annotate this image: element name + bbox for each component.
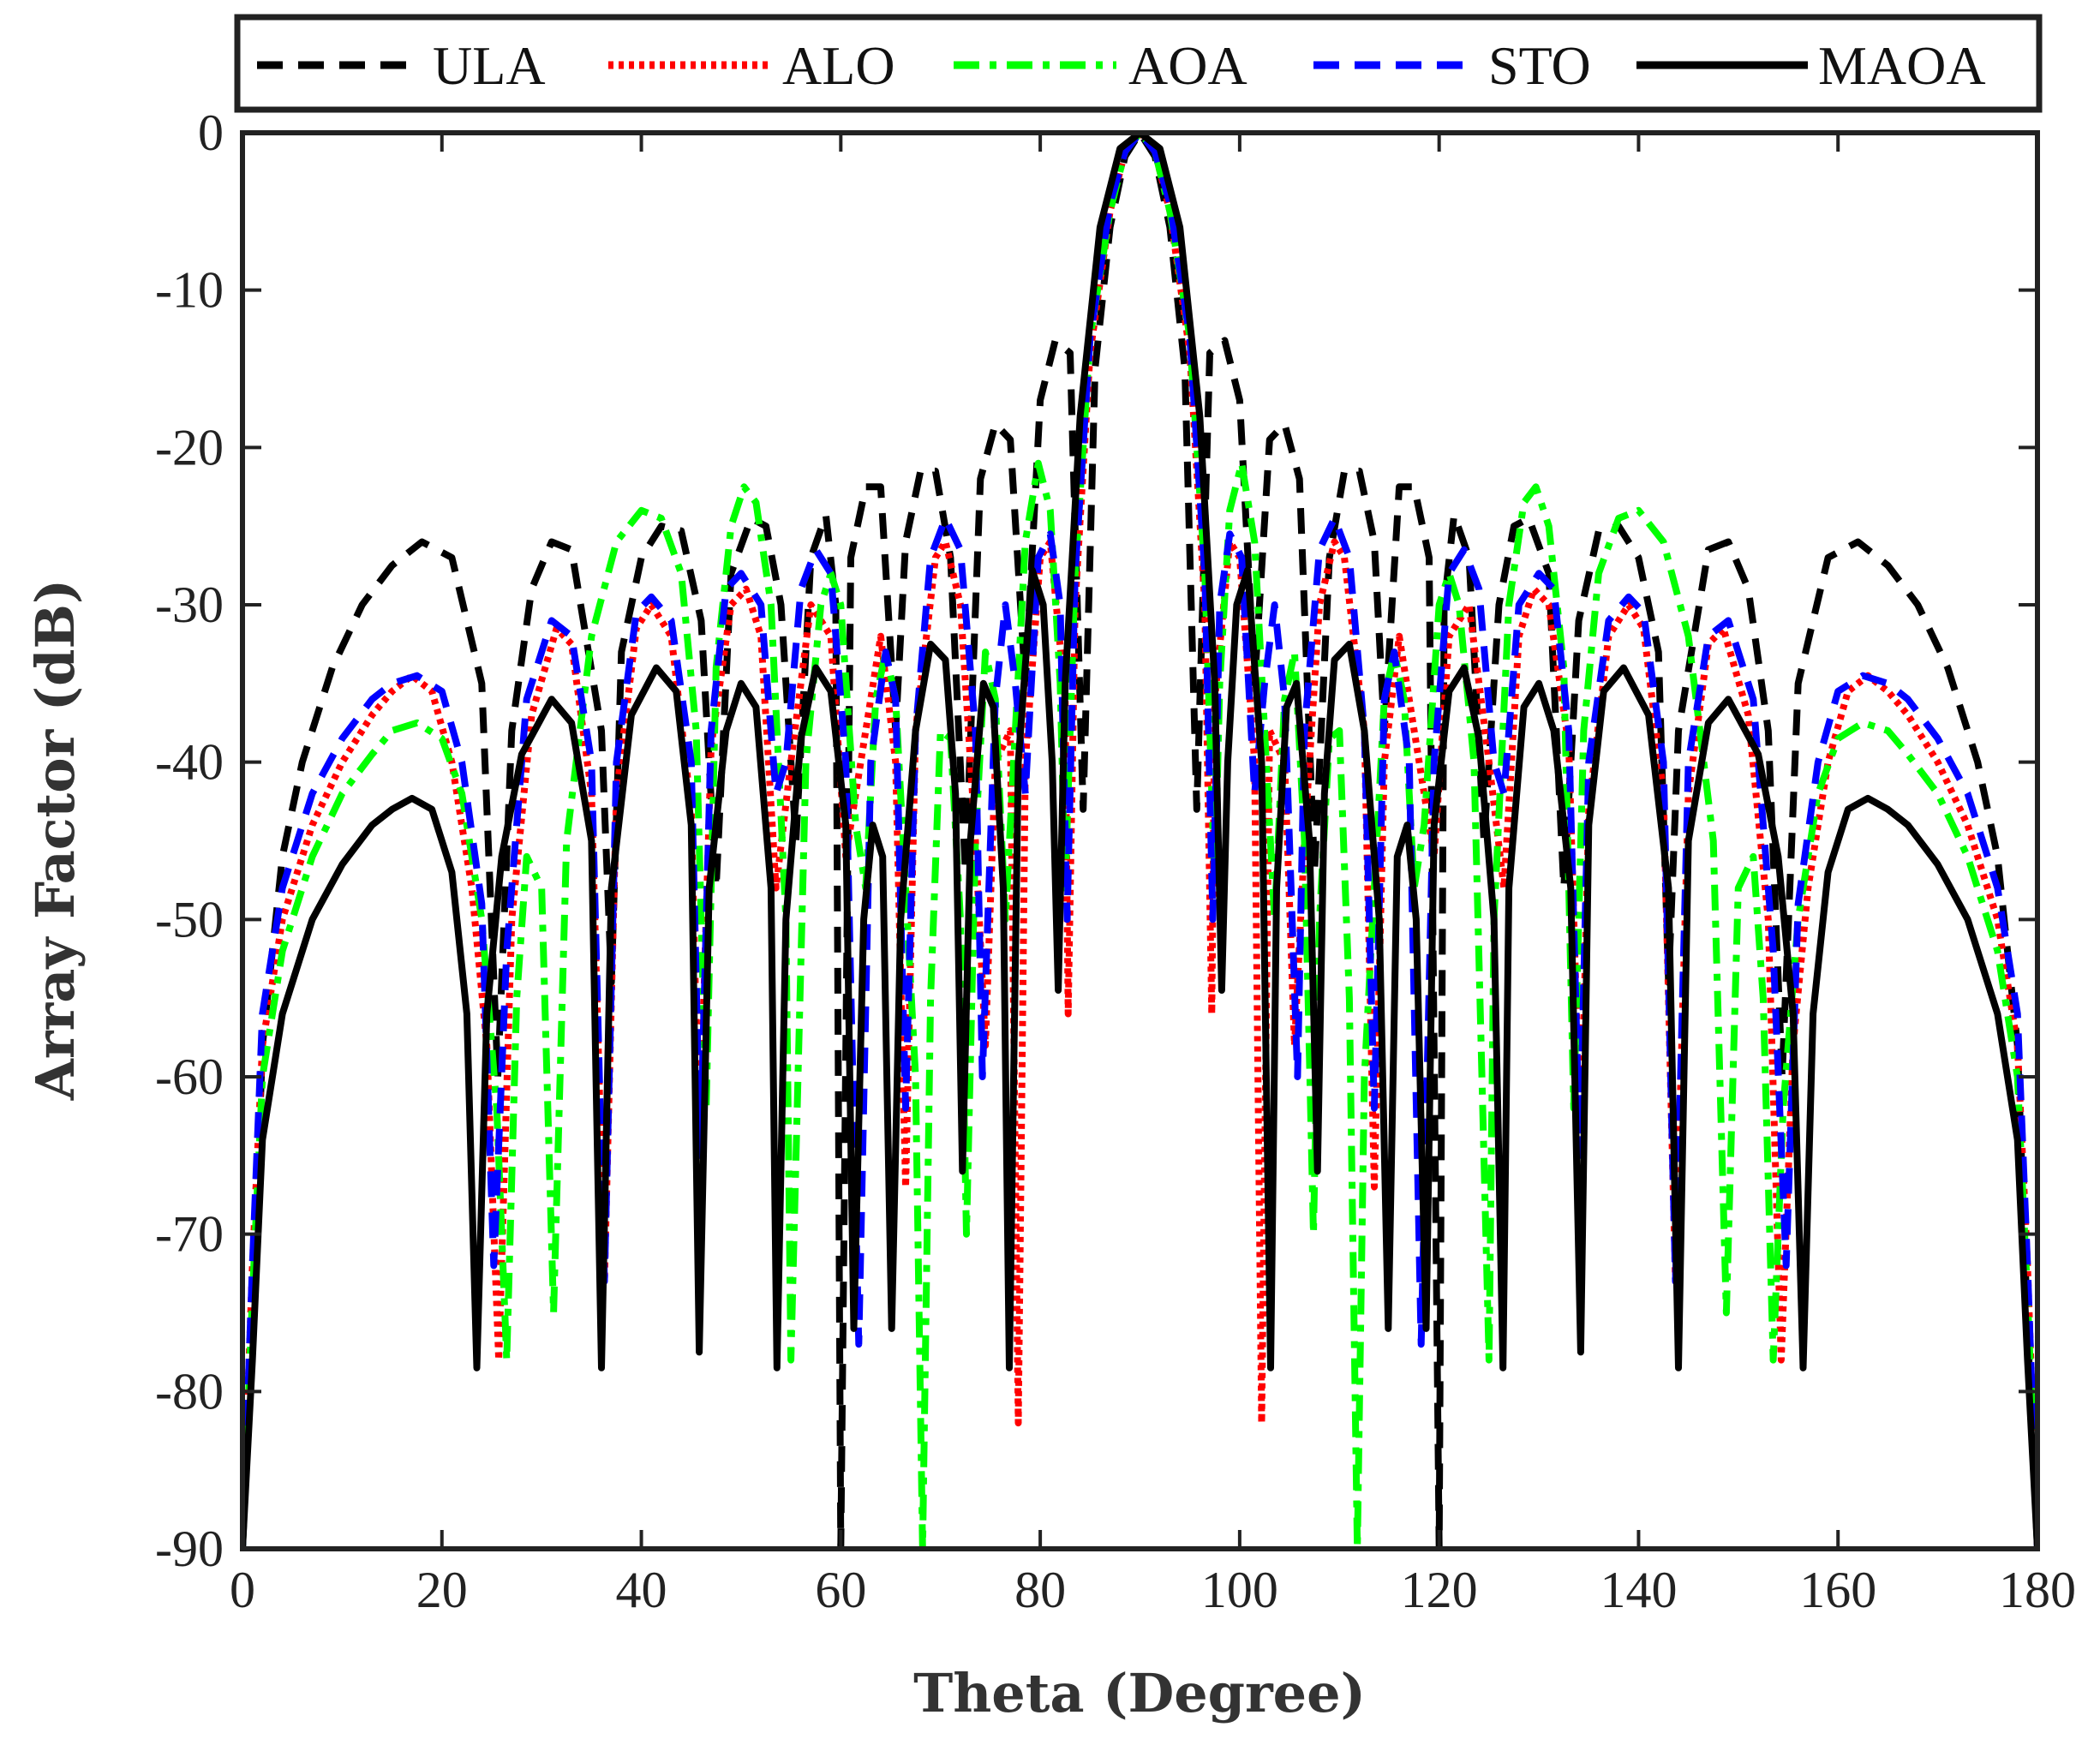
x-tick-label: 40 xyxy=(616,1562,667,1618)
y-tick-label: -10 xyxy=(155,262,224,319)
x-tick-label: 60 xyxy=(815,1562,866,1618)
legend-item-ula: ULA xyxy=(257,35,546,96)
y-tick-label: -80 xyxy=(155,1363,224,1419)
plot-frame xyxy=(240,130,2040,1551)
series-line-maoa xyxy=(242,133,2037,1549)
x-tick-label: 120 xyxy=(1401,1562,1478,1618)
y-tick-label: -30 xyxy=(155,577,224,633)
legend: ULA ALO AOA STO MAOA xyxy=(234,14,2043,113)
x-tick-label: 0 xyxy=(230,1562,255,1618)
legend-label-maoa: MAOA xyxy=(1818,35,1986,96)
legend-item-sto: STO xyxy=(1313,35,1591,96)
legend-label-alo: ALO xyxy=(782,35,895,96)
series-layer xyxy=(242,133,2037,1549)
y-tick-label: -70 xyxy=(155,1206,224,1263)
x-axis-tick-labels: 0 20 40 60 80 100 120 140 160 180 xyxy=(230,1562,2076,1618)
y-tick-label: -90 xyxy=(155,1521,224,1577)
plot-area xyxy=(242,133,2037,1549)
x-tick-label: 100 xyxy=(1201,1562,1278,1618)
x-tick-label: 80 xyxy=(1014,1562,1066,1618)
legend-item-aoa: AOA xyxy=(954,35,1247,96)
x-tick-label: 180 xyxy=(1999,1562,2076,1618)
x-tick-label: 20 xyxy=(416,1562,468,1618)
legend-item-alo: ALO xyxy=(608,35,895,96)
y-tick-label: -60 xyxy=(155,1049,224,1105)
y-axis-tick-labels: 0 -10 -20 -30 -40 -50 -60 -70 -80 -90 xyxy=(155,105,224,1577)
y-tick-label: -40 xyxy=(155,734,224,791)
series-line-sto xyxy=(242,133,2037,1549)
x-axis-label: Theta (Degree) xyxy=(913,1662,1366,1724)
legend-label-ula: ULA xyxy=(433,35,546,96)
legend-item-maoa: MAOA xyxy=(1636,35,1986,96)
y-tick-label: -20 xyxy=(155,419,224,475)
legend-label-sto: STO xyxy=(1488,35,1591,96)
y-tick-label: -50 xyxy=(155,891,224,947)
x-tick-label: 140 xyxy=(1600,1562,1677,1618)
x-tick-label: 160 xyxy=(1799,1562,1876,1618)
legend-label-aoa: AOA xyxy=(1128,35,1247,96)
y-axis-label: Array Factor (dB) xyxy=(24,579,87,1101)
y-tick-label: 0 xyxy=(198,105,224,161)
